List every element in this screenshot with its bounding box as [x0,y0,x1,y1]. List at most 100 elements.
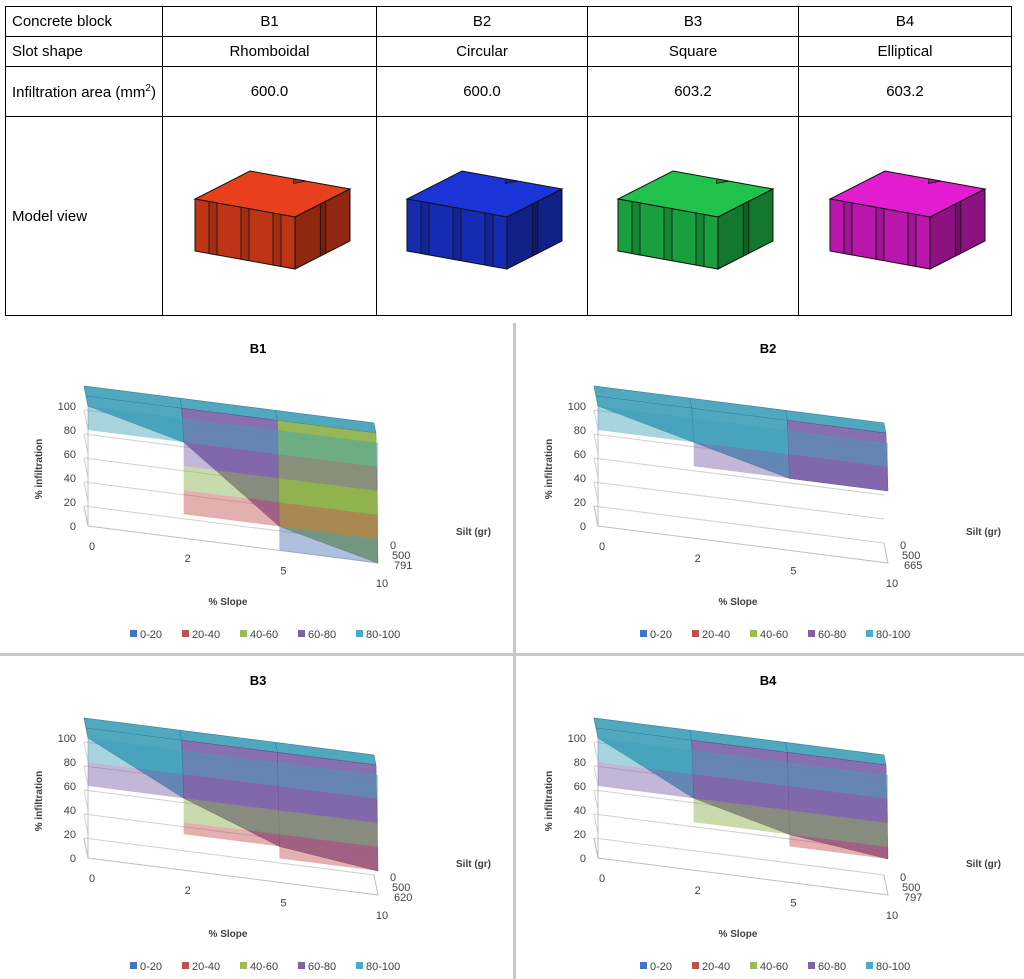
gridline [593,481,885,520]
x-tick-label: 10 [886,910,898,922]
gridline [593,481,599,503]
block-notch [715,178,730,184]
legend-label: 20-40 [192,961,220,973]
gridline [593,765,599,787]
legend-label: 0-20 [650,961,672,973]
y-axis-label: % infiltration [544,439,555,500]
band-fill [789,430,888,467]
gridline [593,457,599,479]
band-fill [693,418,790,455]
block-notch [292,178,306,184]
band-fill [279,834,378,871]
chart-b4: B4 0 20 40 60 80 100 0 2 5 10 0 500 797% Slope% infil… [518,661,1018,979]
band-fill [183,774,280,811]
band-fill [279,526,378,563]
legend-swatch [808,962,815,969]
band-fill [183,798,280,835]
legend-swatch [866,630,873,637]
z-axis-label: Silt (gr) [456,527,491,538]
x-tick-label: 0 [599,541,605,553]
gridline [83,433,89,455]
legend-label: 40-60 [250,629,278,641]
y-tick-label: 0 [580,853,586,865]
band-fill [183,822,280,847]
legend-label: 60-80 [308,629,336,641]
legend-label: 60-80 [818,961,846,973]
model-view-cell [798,116,1012,316]
gridline [83,409,89,431]
y-tick-label: 60 [574,449,586,461]
y-tick-label: 20 [574,829,586,841]
legend-swatch [692,630,699,637]
block-slot [742,200,750,257]
band-fill [789,834,888,859]
legend-label: 80-100 [876,629,910,641]
gridline [593,433,599,455]
row-label: Concrete block [5,6,163,37]
y-tick-label: 20 [64,497,76,509]
x-tick-label: 5 [280,565,286,577]
table-cell: Elliptical [798,36,1012,67]
legend-label: 60-80 [818,629,846,641]
block-model-b3 [616,170,775,270]
y-tick-label: 60 [574,781,586,793]
y-tick-label: 60 [64,449,76,461]
y-tick-label: 0 [580,521,586,533]
legend-label: 80-100 [876,961,910,973]
row-label: Infiltration area (mm2) [5,66,163,117]
gridline [593,813,599,835]
band-fill [88,406,184,443]
band-fill [279,502,378,539]
x-tick-label: 2 [185,553,191,565]
table-cell: 603.2 [798,66,1012,117]
gridline [593,837,885,876]
table-row: Slot shape Rhomboidal Circular Square El… [5,36,1012,67]
surface-patch [277,420,379,564]
chart-b3: B3 0 20 40 60 80 100 0 2 5 10 0 500 620% Slope% infil… [8,661,508,979]
table-cell: B1 [162,6,377,37]
z-axis-label: Silt (gr) [456,859,491,870]
block-slot [240,206,249,262]
row-label: Slot shape [5,36,163,67]
legend-label: 40-60 [760,629,788,641]
y-tick-label: 60 [64,781,76,793]
band-fill [789,786,888,823]
z-axis-label: Silt (gr) [966,859,1001,870]
legend-label: 20-40 [702,961,730,973]
legend-label: 80-100 [366,629,400,641]
chart-title: B1 [250,341,267,356]
y-tick-label: 20 [64,829,76,841]
y-tick-label: 20 [574,497,586,509]
x-axis-label: % Slope [209,929,248,940]
legend-label: 60-80 [308,961,336,973]
legend-swatch [182,962,189,969]
model-view-cell [587,116,799,316]
band-fill [183,466,280,503]
band-fill [88,762,184,799]
z-tick-label: 500 [392,882,410,894]
y-axis-label: % infiltration [544,771,555,832]
band-fill [183,750,280,787]
gridline [83,789,89,811]
band-fill [789,762,888,799]
floor-edge [83,837,379,896]
z-tick-label: 0 [900,872,906,884]
y-tick-label: 100 [568,401,586,413]
table-cell: Rhomboidal [162,36,377,67]
gridline [83,837,375,876]
x-tick-label: 5 [790,565,796,577]
gridline [83,765,89,787]
z-tick-label: 797 [904,892,922,904]
band-fill [598,762,694,799]
legend-swatch [640,962,647,969]
legend-swatch [750,962,757,969]
y-axis-label: % infiltration [34,771,45,832]
block-slot [695,212,705,267]
y-tick-label: 80 [574,425,586,437]
block-notch [927,178,942,184]
table-row: Infiltration area (mm2) 600.0 600.0 603.… [5,66,1012,117]
band-fill [693,798,790,835]
legend-label: 40-60 [250,961,278,973]
block-slot [208,201,217,256]
